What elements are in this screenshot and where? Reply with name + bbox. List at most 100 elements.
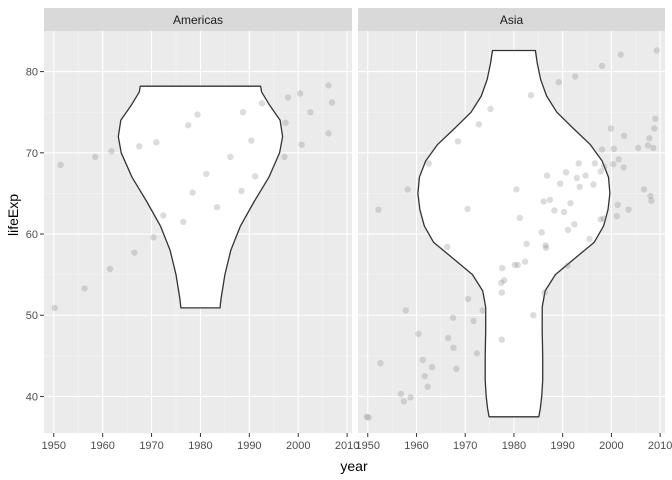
data-point xyxy=(136,143,143,150)
data-point xyxy=(160,212,167,219)
data-point xyxy=(419,356,426,364)
panel-asia: Asia 1950 1960 1970 1980 1990 2000 2010 xyxy=(356,8,672,452)
data-point xyxy=(576,183,583,191)
x-tick-label: 1950 xyxy=(42,440,66,452)
data-point xyxy=(363,413,370,420)
data-point xyxy=(597,168,604,175)
x-tick-label: 1950 xyxy=(356,440,380,452)
data-point xyxy=(487,105,494,113)
data-point xyxy=(415,330,422,338)
data-point xyxy=(404,186,411,193)
data-point xyxy=(582,172,589,179)
data-point xyxy=(281,153,288,161)
data-point xyxy=(325,82,332,89)
data-point xyxy=(542,244,550,251)
data-point xyxy=(575,160,582,167)
data-point xyxy=(567,200,574,207)
data-point xyxy=(648,197,655,204)
data-point xyxy=(527,92,535,99)
data-point xyxy=(470,317,477,325)
data-point xyxy=(475,121,483,128)
x-tick-label: 2010 xyxy=(335,440,359,452)
data-point xyxy=(498,289,505,296)
x-tick-label: 2000 xyxy=(599,440,623,452)
data-point xyxy=(607,125,615,132)
data-point xyxy=(514,261,521,269)
data-point xyxy=(523,240,530,247)
data-point xyxy=(610,145,617,152)
data-point xyxy=(625,206,632,213)
data-point xyxy=(651,125,658,132)
data-point xyxy=(498,336,505,343)
panel-strip-label: Americas xyxy=(173,13,223,27)
data-point xyxy=(365,414,372,421)
data-point xyxy=(591,160,598,167)
x-tick-label: 1980 xyxy=(502,440,526,452)
data-point xyxy=(560,208,568,216)
data-point xyxy=(424,383,431,390)
x-tick-label: 1990 xyxy=(237,440,261,452)
y-tick-label: 70 xyxy=(26,148,38,160)
data-point xyxy=(106,265,114,273)
data-point xyxy=(499,264,506,272)
data-point xyxy=(213,204,221,211)
data-point xyxy=(646,135,653,142)
data-point xyxy=(297,90,304,97)
y-tick-label: 40 xyxy=(26,391,38,403)
data-point xyxy=(513,186,520,193)
x-tick-label: 1960 xyxy=(90,440,114,452)
data-point xyxy=(598,62,606,70)
data-point xyxy=(501,277,508,284)
data-point xyxy=(421,373,428,380)
data-point xyxy=(571,221,578,228)
data-point xyxy=(307,109,314,116)
data-point xyxy=(449,314,457,321)
data-point xyxy=(57,161,64,169)
data-point xyxy=(542,242,549,249)
data-point xyxy=(546,196,554,204)
data-point xyxy=(402,307,409,314)
data-point xyxy=(227,153,234,161)
data-point xyxy=(617,51,624,58)
data-point xyxy=(473,350,481,357)
data-point xyxy=(51,304,58,312)
data-point xyxy=(652,115,659,122)
panels-layer: 40 50 60 70 80 Americas 1950 1960 1970 1980 1990 20… xyxy=(26,8,672,452)
data-point xyxy=(610,161,617,168)
data-point xyxy=(131,249,138,256)
violin-shape xyxy=(117,85,284,309)
data-point xyxy=(150,234,157,241)
data-point xyxy=(564,226,572,234)
panel-strip xyxy=(44,8,352,31)
data-point xyxy=(203,170,210,178)
data-point xyxy=(551,207,558,214)
data-point xyxy=(543,172,551,179)
data-point xyxy=(562,169,570,176)
data-point xyxy=(541,289,548,296)
data-point xyxy=(597,216,604,223)
data-point xyxy=(540,198,547,205)
data-point xyxy=(189,189,196,196)
data-point xyxy=(248,137,255,144)
data-point xyxy=(185,122,192,129)
data-point xyxy=(635,144,642,152)
panel-americas: Americas 1950 1960 1970 1980 1990 2000 2010 xyxy=(42,8,359,452)
y-tick-label: 80 xyxy=(26,67,38,79)
data-point xyxy=(407,394,414,401)
data-point xyxy=(557,180,564,187)
data-point xyxy=(521,258,529,265)
y-axis-title: lifeExp xyxy=(5,194,21,236)
data-point xyxy=(444,243,451,251)
data-point xyxy=(586,235,593,243)
panel-strip xyxy=(358,8,665,31)
data-point xyxy=(445,334,452,342)
data-point xyxy=(238,187,245,195)
data-point xyxy=(573,174,580,182)
data-point xyxy=(180,218,187,225)
data-point xyxy=(590,181,597,188)
x-tick-label: 1990 xyxy=(550,440,574,452)
panel-strip-label: Asia xyxy=(500,13,524,27)
data-point xyxy=(450,344,457,351)
data-point xyxy=(375,206,382,213)
